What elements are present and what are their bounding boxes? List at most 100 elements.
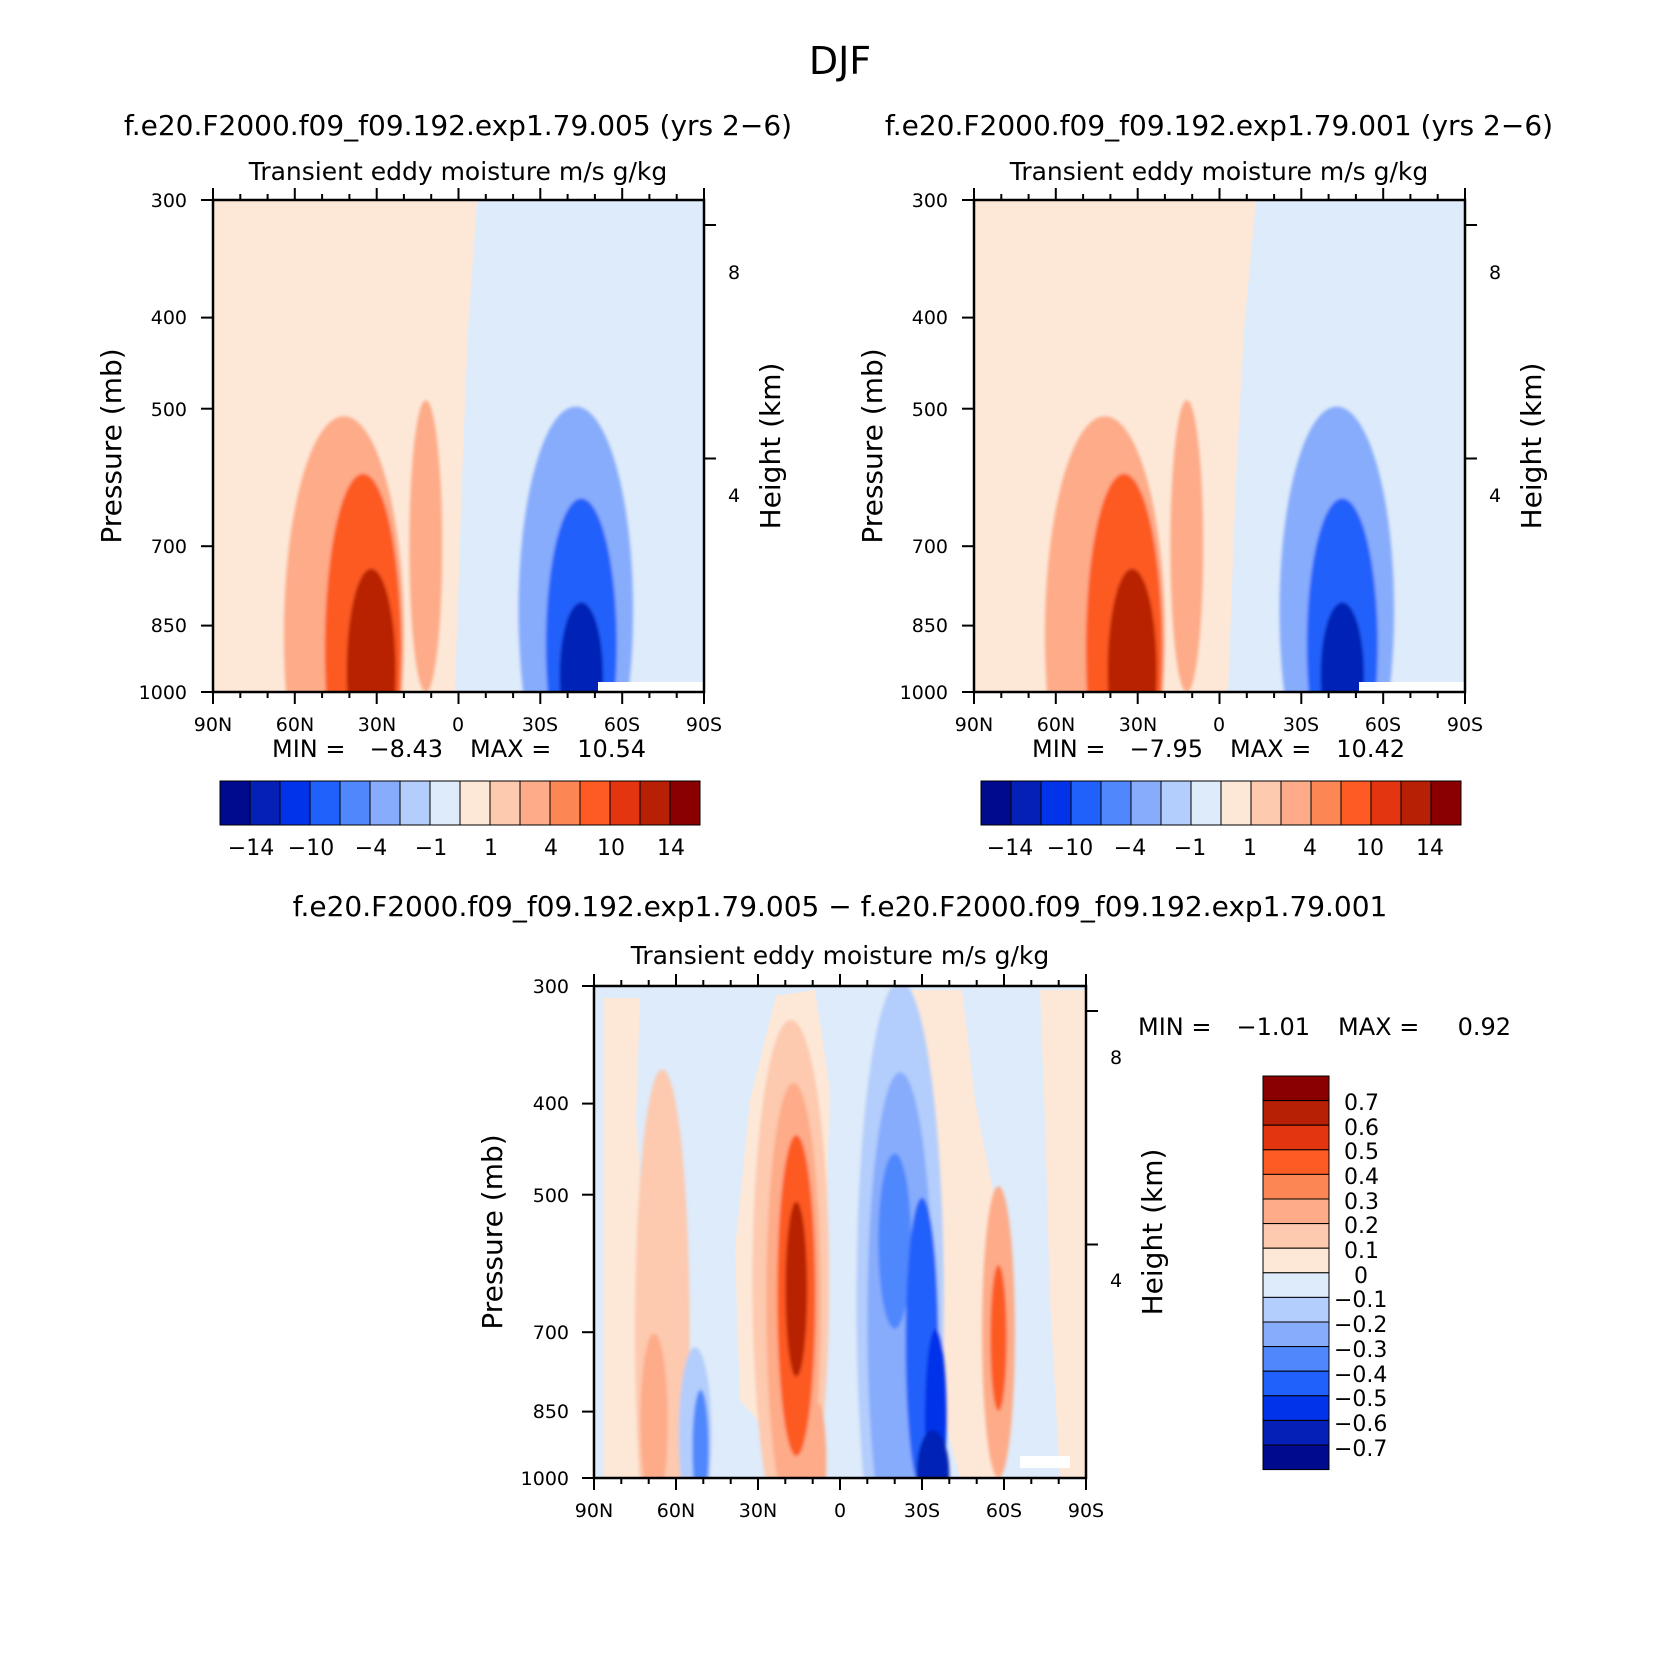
colorbar-label: 0 bbox=[1354, 1264, 1368, 1289]
y-tick-label: 300 bbox=[912, 190, 948, 212]
panel-1-ylabel-right: Height (km) bbox=[754, 363, 787, 530]
panel-3-case-title: f.e20.F2000.f09_f09.192.exp1.79.005 − f.… bbox=[293, 890, 1388, 923]
x-tick-label: 30N bbox=[739, 1500, 777, 1522]
colorbar-box bbox=[1262, 1149, 1330, 1175]
colorbar-box bbox=[1262, 1419, 1330, 1446]
colorbar-box bbox=[1262, 1223, 1330, 1249]
colorbar-label: −1 bbox=[1174, 836, 1206, 861]
panel-2-colorbar bbox=[980, 780, 1462, 826]
x-tick-label: 90N bbox=[575, 1500, 613, 1522]
x-tick-label: 30S bbox=[904, 1500, 940, 1522]
colorbar-box bbox=[669, 780, 701, 826]
y-tick-label: 700 bbox=[912, 536, 948, 558]
colorbar-box bbox=[1262, 1075, 1330, 1102]
height-tick-label: 8 bbox=[1110, 1047, 1122, 1069]
colorbar-label: −0.4 bbox=[1334, 1363, 1387, 1388]
colorbar-label: −14 bbox=[987, 836, 1033, 861]
panel-3-max-label: MAX = bbox=[1338, 1013, 1419, 1041]
height-tick-label: 4 bbox=[1110, 1270, 1122, 1292]
colorbar-box bbox=[1262, 1296, 1330, 1323]
colorbar-label: 0.5 bbox=[1344, 1140, 1379, 1165]
colorbar-box bbox=[279, 780, 311, 826]
colorbar-label: −4 bbox=[355, 836, 387, 861]
colorbar-label: −0.5 bbox=[1334, 1387, 1387, 1412]
y-tick-label: 300 bbox=[151, 190, 187, 212]
x-tick-label: 30S bbox=[522, 714, 558, 736]
panel-1-ylabel: Pressure (mb) bbox=[95, 348, 128, 543]
contour-region bbox=[809, 1402, 827, 1478]
y-tick-label: 850 bbox=[912, 615, 948, 637]
panel-2-case-title: f.e20.F2000.f09_f09.192.exp1.79.001 (yrs… bbox=[885, 109, 1553, 142]
panel-1-y-tick-labels: 300 400 500 700 850 1000 bbox=[139, 190, 187, 704]
colorbar-label: 0.7 bbox=[1344, 1091, 1379, 1116]
contour-region bbox=[1320, 602, 1365, 692]
panel-2-features bbox=[1044, 400, 1395, 692]
panel-1-x-ticks bbox=[212, 188, 705, 704]
panel-3-title: Transient eddy moisture m/s g/kg bbox=[630, 941, 1050, 970]
panel-1-max-value: 10.54 bbox=[577, 735, 646, 763]
colorbar-box bbox=[369, 780, 401, 826]
colorbar-box bbox=[429, 780, 461, 826]
x-tick-label: 0 bbox=[834, 1500, 846, 1522]
colorbar-label: −0.1 bbox=[1334, 1288, 1387, 1313]
y-tick-label: 700 bbox=[533, 1322, 569, 1344]
colorbar-box bbox=[309, 780, 341, 826]
colorbar-box bbox=[1220, 780, 1252, 826]
colorbar-label: 10 bbox=[1356, 836, 1384, 861]
colorbar-box bbox=[1250, 780, 1282, 826]
y-tick-label: 500 bbox=[912, 399, 948, 421]
panel-3-x-tick-labels: 90N 60N 30N 0 30S 60S 90S bbox=[575, 1500, 1104, 1522]
x-tick-label: 90N bbox=[955, 714, 993, 736]
colorbar-box bbox=[1430, 780, 1462, 826]
x-tick-label: 0 bbox=[1213, 714, 1225, 736]
colorbar-label: −0.3 bbox=[1334, 1338, 1387, 1363]
y-tick-label: 1000 bbox=[139, 682, 187, 704]
panel-2-ylabel: Pressure (mb) bbox=[856, 348, 889, 543]
x-tick-label: 0 bbox=[452, 714, 464, 736]
colorbar-box bbox=[1070, 780, 1102, 826]
colorbar-label: −0.2 bbox=[1334, 1313, 1387, 1338]
colorbar-label: −1 bbox=[415, 836, 447, 861]
colorbar-label: −0.6 bbox=[1334, 1412, 1387, 1437]
panel-3-max-value: 0.92 bbox=[1458, 1013, 1511, 1041]
panel-3-missing-data bbox=[1020, 1456, 1070, 1468]
colorbar-label: 4 bbox=[544, 836, 558, 861]
colorbar-box bbox=[1262, 1370, 1330, 1397]
contour-region bbox=[1170, 400, 1204, 692]
panel-2-contours bbox=[974, 200, 1395, 692]
contour-region bbox=[1107, 568, 1157, 692]
panel-1: f.e20.F2000.f09_f09.192.exp1.79.005 (yrs… bbox=[95, 109, 792, 861]
panel-2-height-tick-labels: 8 4 bbox=[1489, 262, 1501, 507]
panel-2-x-tick-labels: 90N 60N 30N 0 30S 60S 90S bbox=[955, 714, 1483, 736]
contour-region bbox=[346, 568, 396, 692]
y-tick-label: 850 bbox=[151, 615, 187, 637]
panel-3-min-label: MIN = bbox=[1138, 1013, 1211, 1041]
colorbar-box bbox=[489, 780, 521, 826]
y-tick-label: 400 bbox=[151, 307, 187, 329]
season-title: DJF bbox=[809, 39, 871, 83]
x-tick-label: 60N bbox=[657, 1500, 695, 1522]
y-tick-label: 1000 bbox=[521, 1468, 569, 1490]
colorbar-box bbox=[1310, 780, 1342, 826]
colorbar-label: 0.6 bbox=[1344, 1116, 1379, 1141]
x-tick-label: 30N bbox=[1119, 714, 1157, 736]
height-tick-label: 4 bbox=[728, 485, 740, 507]
panel-3-positive-region bbox=[1040, 990, 1086, 1478]
colorbar-label: 0.3 bbox=[1344, 1190, 1379, 1215]
colorbar-box bbox=[1010, 780, 1042, 826]
colorbar-box bbox=[1040, 780, 1072, 826]
height-tick-label: 4 bbox=[1489, 485, 1501, 507]
colorbar-box bbox=[980, 780, 1012, 826]
panel-2-ylabel-right: Height (km) bbox=[1515, 363, 1548, 530]
colorbar-box bbox=[1280, 780, 1312, 826]
contour-region bbox=[990, 1265, 1007, 1411]
colorbar-label: −10 bbox=[288, 836, 334, 861]
colorbar-box bbox=[519, 780, 551, 826]
colorbar-label: 1 bbox=[1243, 836, 1257, 861]
colorbar-box bbox=[1262, 1395, 1330, 1421]
panel-1-height-tick-labels: 8 4 bbox=[728, 262, 740, 507]
panel-3-contours bbox=[604, 986, 1086, 1478]
colorbar-box bbox=[1262, 1124, 1330, 1151]
panel-2-min-value: −7.95 bbox=[1129, 735, 1203, 763]
panel-1-missing-data bbox=[598, 682, 704, 692]
